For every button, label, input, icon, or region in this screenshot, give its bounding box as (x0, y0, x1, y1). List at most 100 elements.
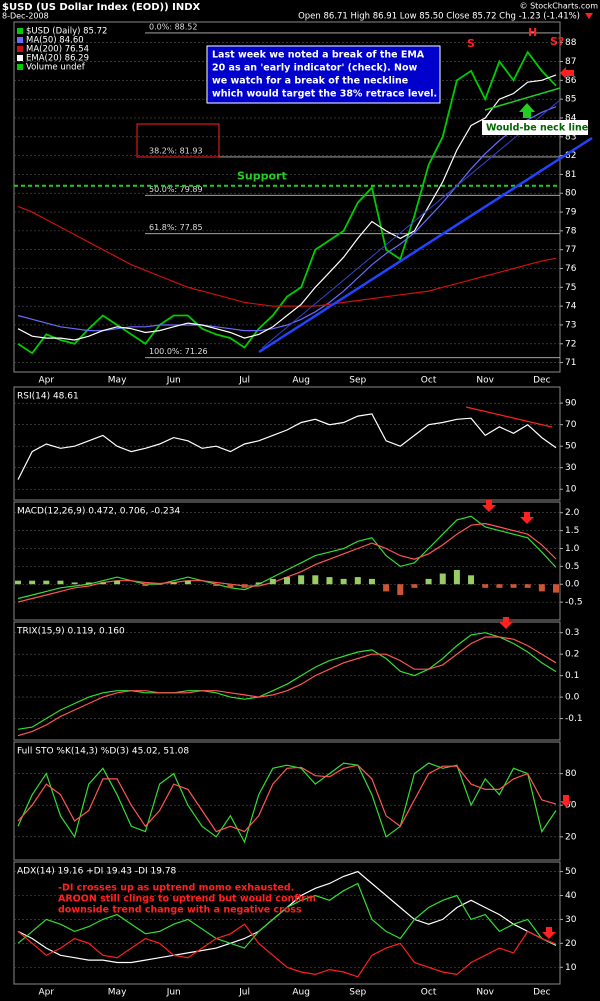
histogram-bar (255, 582, 262, 585)
y-tick-label: 10 (565, 485, 577, 495)
y-tick-label: 0.0 (565, 693, 580, 703)
rsi-trend (465, 406, 553, 428)
histogram-bar (156, 584, 163, 585)
neck-label: Would-be neck line (486, 123, 588, 134)
legend-label: MA(200) 76.54 (26, 45, 89, 55)
x-tick-label: Sep (349, 988, 366, 998)
histogram-bar (354, 577, 361, 585)
date: 8-Dec-2008 (2, 12, 49, 21)
adx-note: -DI crosses up as uptrend momo exhausted… (58, 883, 294, 894)
pattern-label: H (528, 26, 537, 39)
legend-swatch (17, 46, 23, 52)
x-tick-label: Jun (166, 376, 181, 386)
histogram-bar (284, 577, 290, 585)
y-tick-label: -0.1 (565, 714, 583, 724)
histogram-bar (241, 584, 248, 588)
y-tick-label: 0.2 (565, 650, 579, 660)
legend-swatch (17, 37, 23, 43)
histogram-bar (425, 578, 432, 585)
histogram-bar (71, 582, 78, 585)
trend-line (261, 99, 561, 349)
panel-frame (13, 21, 561, 373)
y-tick-label: 86 (565, 76, 577, 86)
y-tick-label: 72 (565, 339, 576, 349)
series-line (17, 923, 557, 978)
trend-line (258, 136, 593, 354)
fib-label: 100.0%: 71.26 (149, 347, 208, 356)
legend-label: $USD (Daily) 85.72 (26, 27, 107, 37)
x-tick-label: Jun (166, 988, 181, 998)
fib-label: 0.0%: 88.52 (149, 22, 197, 31)
y-tick-label: 84 (565, 113, 577, 123)
panel-title: RSI(14) 48.61 (17, 392, 79, 402)
note-text: Last week we noted a break of the EMA (212, 50, 425, 61)
down-icon (585, 13, 593, 19)
legend-label: MA(50) 84.60 (26, 36, 84, 46)
fib-label: 61.8%: 77.85 (149, 223, 203, 232)
y-tick-label: 80 (565, 189, 577, 199)
x-tick-label: May (108, 988, 127, 998)
pattern-label: S (467, 37, 475, 50)
histogram-bar (326, 577, 333, 585)
y-tick-label: 83 (565, 132, 576, 142)
histogram-bar (142, 584, 149, 587)
series-line (17, 413, 557, 480)
x-tick-label: Nov (476, 376, 494, 386)
histogram-bar (213, 584, 220, 587)
adx-note: AROON still clings to uptrend but would … (58, 894, 316, 905)
y-tick-label: 20 (565, 832, 577, 842)
histogram-bar (99, 582, 106, 585)
green-arrow (519, 103, 535, 118)
histogram-bar (57, 580, 64, 585)
series-line (17, 515, 557, 600)
histogram-bar (496, 584, 503, 588)
y-tick-label: 75 (565, 283, 576, 293)
y-tick-label: 20 (565, 939, 577, 949)
y-tick-label: 70 (565, 420, 577, 430)
y-tick-label: 10 (565, 963, 577, 973)
histogram-bar (29, 580, 36, 585)
panel-frame (13, 386, 561, 501)
red-arrow (542, 927, 556, 939)
y-tick-label: 73 (565, 320, 576, 330)
legend-swatch (17, 55, 23, 61)
fib-label: 38.2%: 81.93 (149, 146, 203, 155)
panel-frame (13, 861, 561, 985)
x-tick-label: Nov (476, 988, 494, 998)
histogram-bar (184, 580, 191, 585)
x-tick-label: Jul (238, 988, 250, 998)
histogram-bar (524, 584, 531, 588)
y-tick-label: 81 (565, 170, 576, 180)
y-tick-label: 78 (565, 226, 577, 236)
histogram-bar (43, 580, 50, 585)
note-text: we watch for a break of the neckline (212, 76, 408, 87)
series-line (17, 50, 557, 355)
x-tick-label: Jul (238, 376, 250, 386)
x-tick-label: Aug (292, 988, 310, 998)
support-label: Support (237, 170, 287, 183)
x-tick-label: Oct (421, 988, 437, 998)
y-tick-label: 76 (565, 264, 577, 274)
histogram-bar (439, 573, 446, 585)
x-tick-label: Dec (533, 376, 550, 386)
legend-swatch (17, 28, 23, 34)
legend-label: Volume undef (26, 63, 86, 73)
fib-label: 50.0%: 79.89 (149, 185, 203, 194)
series-line (17, 882, 557, 949)
fib-highlight (136, 123, 220, 158)
y-tick-label: 40 (565, 891, 577, 901)
y-tick-label: 88 (565, 38, 577, 48)
y-tick-label: 87 (565, 57, 576, 67)
y-tick-label: 85 (565, 95, 576, 105)
x-tick-label: Apr (39, 376, 55, 386)
legend-label: EMA(20) 86.29 (26, 54, 89, 64)
y-tick-label: 2.0 (565, 508, 580, 518)
histogram-bar (453, 569, 460, 585)
panel-title: TRIX(15,9) 0.119, 0.160 (16, 627, 125, 637)
y-tick-label: 90 (565, 399, 577, 409)
series-line (17, 205, 557, 307)
histogram-bar (340, 578, 347, 585)
x-tick-label: Apr (39, 988, 55, 998)
y-tick-label: 50 (565, 801, 577, 811)
